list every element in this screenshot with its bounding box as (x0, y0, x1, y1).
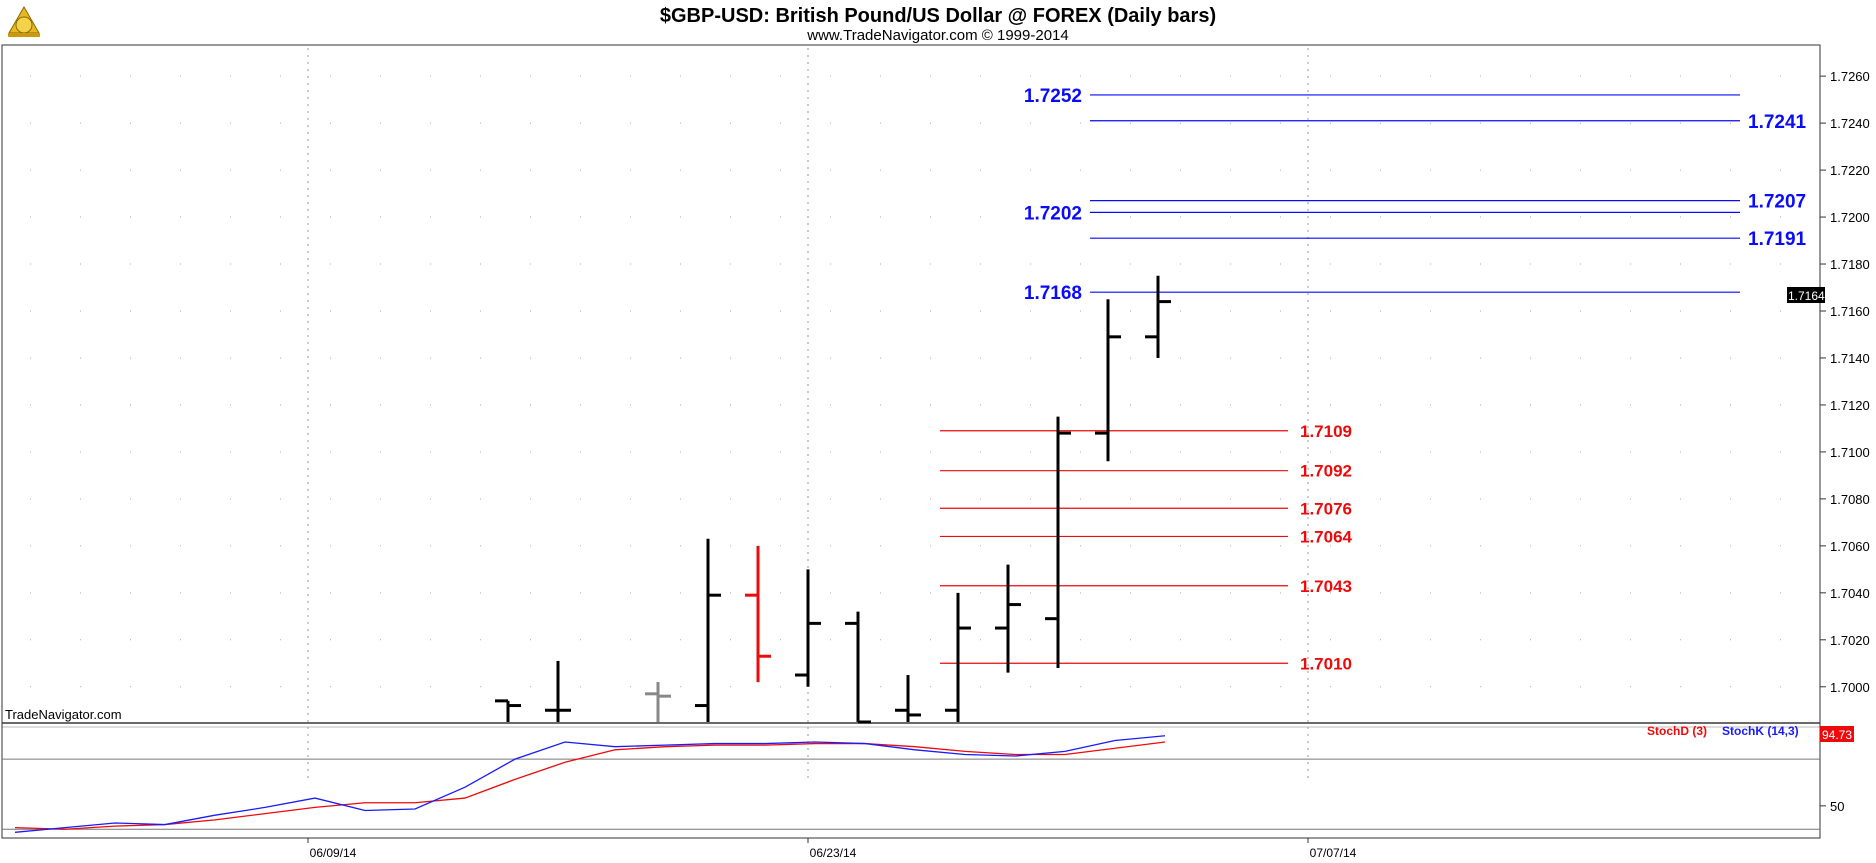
support-label: 1.7076 (1300, 499, 1352, 518)
stoch-pane (1, 722, 1821, 839)
price-tick-label: 1.7120 (1830, 398, 1870, 413)
ohlc-bar (895, 675, 921, 722)
price-tick-label: 1.7200 (1830, 210, 1870, 225)
watermark: TradeNavigator.com (5, 707, 122, 722)
price-bars (495, 275, 1171, 724)
ohlc-bar (1145, 275, 1171, 358)
price-tick-label: 1.7140 (1830, 351, 1870, 366)
chart-subtitle: www.TradeNavigator.com © 1999-2014 (806, 27, 1068, 44)
stoch-d-legend: StochD (3) (1647, 724, 1707, 738)
trade-navigator-logo (8, 5, 40, 37)
stoch-k-line (14, 735, 1166, 833)
price-tick-label: 1.7220 (1830, 163, 1870, 178)
support-label: 1.7010 (1300, 654, 1352, 673)
stochastic-lines (14, 735, 1166, 833)
ohlc-bar (1045, 416, 1071, 668)
price-tick-label: 1.7060 (1830, 539, 1870, 554)
ohlc-bar (795, 569, 821, 687)
ohlc-bar (695, 538, 721, 722)
price-tick-label: 1.7020 (1830, 633, 1870, 648)
resistance-label: 1.7202 (1024, 203, 1082, 224)
price-levels: 1.7252 1.7241 1.7207 1.7202 1.7191 1.7168 1.71… (940, 86, 1807, 673)
price-tick-label: 1.7000 (1830, 680, 1870, 695)
resistance-label: 1.7252 (1024, 86, 1082, 107)
logo-sextant-base (8, 33, 40, 37)
ohlc-bar (545, 660, 571, 722)
resistance-label: 1.7191 (1748, 229, 1807, 250)
price-tick-label: 1.7040 (1830, 586, 1870, 601)
stoch-reference (2, 758, 1820, 830)
ohlc-bar (745, 545, 771, 683)
resistance-label: 1.7168 (1024, 283, 1082, 304)
support-label: 1.7064 (1300, 527, 1353, 546)
price-tick-label: 1.7080 (1830, 492, 1870, 507)
last-price-label: 1.7164 (1788, 289, 1825, 303)
logo-sextant-dial (15, 16, 33, 34)
ohlc-bar (995, 564, 1021, 673)
price-tick-label: 1.7100 (1830, 445, 1870, 460)
price-tick-label: 1.7240 (1830, 116, 1870, 131)
stoch-last-badge (1820, 726, 1854, 742)
ohlc-bar (495, 699, 521, 722)
last-price-badge (1787, 287, 1825, 303)
support-label: 1.7092 (1300, 462, 1352, 481)
stoch-d-line (14, 741, 1166, 830)
ohlc-bar (945, 592, 971, 722)
support-label: 1.7109 (1300, 422, 1352, 441)
price-tick-label: 1.7180 (1830, 257, 1870, 272)
stoch-k-legend: StochK (14,3) (1722, 724, 1799, 738)
axes: 1.7260 1.7240 1.7220 1.7200 1.7180 1.7160 1.71… (307, 69, 1870, 860)
price-pane (1, 44, 1821, 724)
chart-title: $GBP-USD: British Pound/US Dollar @ FORE… (660, 5, 1216, 27)
price-tick-label: 1.7260 (1830, 69, 1870, 84)
ohlc-bar (645, 682, 671, 722)
date-tick-label: 06/09/14 (310, 846, 357, 860)
date-tick-label: 06/23/14 (810, 846, 857, 860)
price-tick-label: 1.7160 (1830, 304, 1870, 319)
support-label: 1.7043 (1300, 577, 1352, 596)
date-tick-label: 07/07/14 (1310, 846, 1357, 860)
stoch-tick-label: 50 (1830, 799, 1844, 814)
resistance-label: 1.7207 (1748, 192, 1806, 213)
resistance-label: 1.7241 (1748, 112, 1807, 133)
stoch-last-label: 94.73 (1822, 728, 1852, 742)
ohlc-bar (1095, 299, 1121, 462)
ohlc-bar (845, 611, 871, 724)
